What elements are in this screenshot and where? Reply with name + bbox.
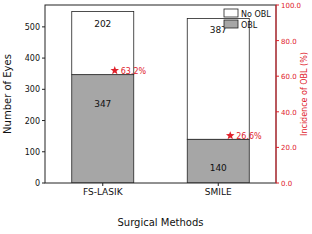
y2-tick-label: 80.0 — [281, 38, 297, 46]
star-marker — [226, 131, 235, 139]
y-tick-label: 0 — [35, 179, 40, 188]
chart: 34720214038763.2%26.6%01002003004005000.… — [0, 0, 312, 234]
x-tick — [102, 183, 103, 186]
y-tick-label: 200 — [25, 117, 40, 126]
y2-axis-line — [276, 5, 277, 183]
legend-swatch — [224, 20, 238, 28]
marks — [72, 12, 250, 183]
y-tick — [42, 89, 45, 90]
legend: No OBL OBL — [224, 9, 271, 30]
bar — [187, 18, 249, 139]
data-label: 202 — [94, 19, 111, 29]
data-label: 26.6% — [236, 132, 262, 141]
data-label: 63.2% — [121, 67, 147, 76]
labels: 34720214038763.2%26.6% — [94, 19, 262, 174]
y2-axis-label: Incidence of OBL (%) — [300, 52, 309, 136]
y-tick-label: 300 — [25, 85, 40, 94]
y-tick-label: 500 — [25, 23, 40, 32]
y2-tick-label: 100.0 — [281, 2, 301, 10]
legend-label: OBL — [241, 21, 258, 30]
y-tick — [42, 58, 45, 59]
data-label: 140 — [210, 163, 227, 173]
y2-tick-label: 20.0 — [281, 144, 297, 152]
y-axis-label: Number of Eyes — [2, 54, 13, 134]
bar — [72, 75, 134, 183]
data-label: 347 — [94, 99, 111, 109]
legend-swatch — [224, 9, 238, 17]
y-tick — [42, 120, 45, 121]
y2-tick-label: 40.0 — [281, 109, 297, 117]
y-tick — [42, 26, 45, 27]
x-axis-label: Surgical Methods — [117, 217, 203, 228]
x-tick-label: FS-LASIK — [83, 187, 124, 197]
legend-label: No OBL — [241, 10, 271, 19]
bar — [72, 12, 134, 75]
x-tick-label: SMILE — [205, 187, 232, 197]
y-tick — [42, 183, 45, 184]
x-tick — [218, 183, 219, 186]
y-tick-label: 400 — [25, 54, 40, 63]
y-tick — [42, 151, 45, 152]
y-tick-label: 100 — [25, 148, 40, 157]
star-marker — [110, 66, 119, 74]
y2-tick-label: 0.0 — [281, 180, 292, 188]
y2-tick-label: 60.0 — [281, 73, 297, 81]
bar — [187, 139, 249, 183]
plot-frame — [45, 5, 276, 183]
